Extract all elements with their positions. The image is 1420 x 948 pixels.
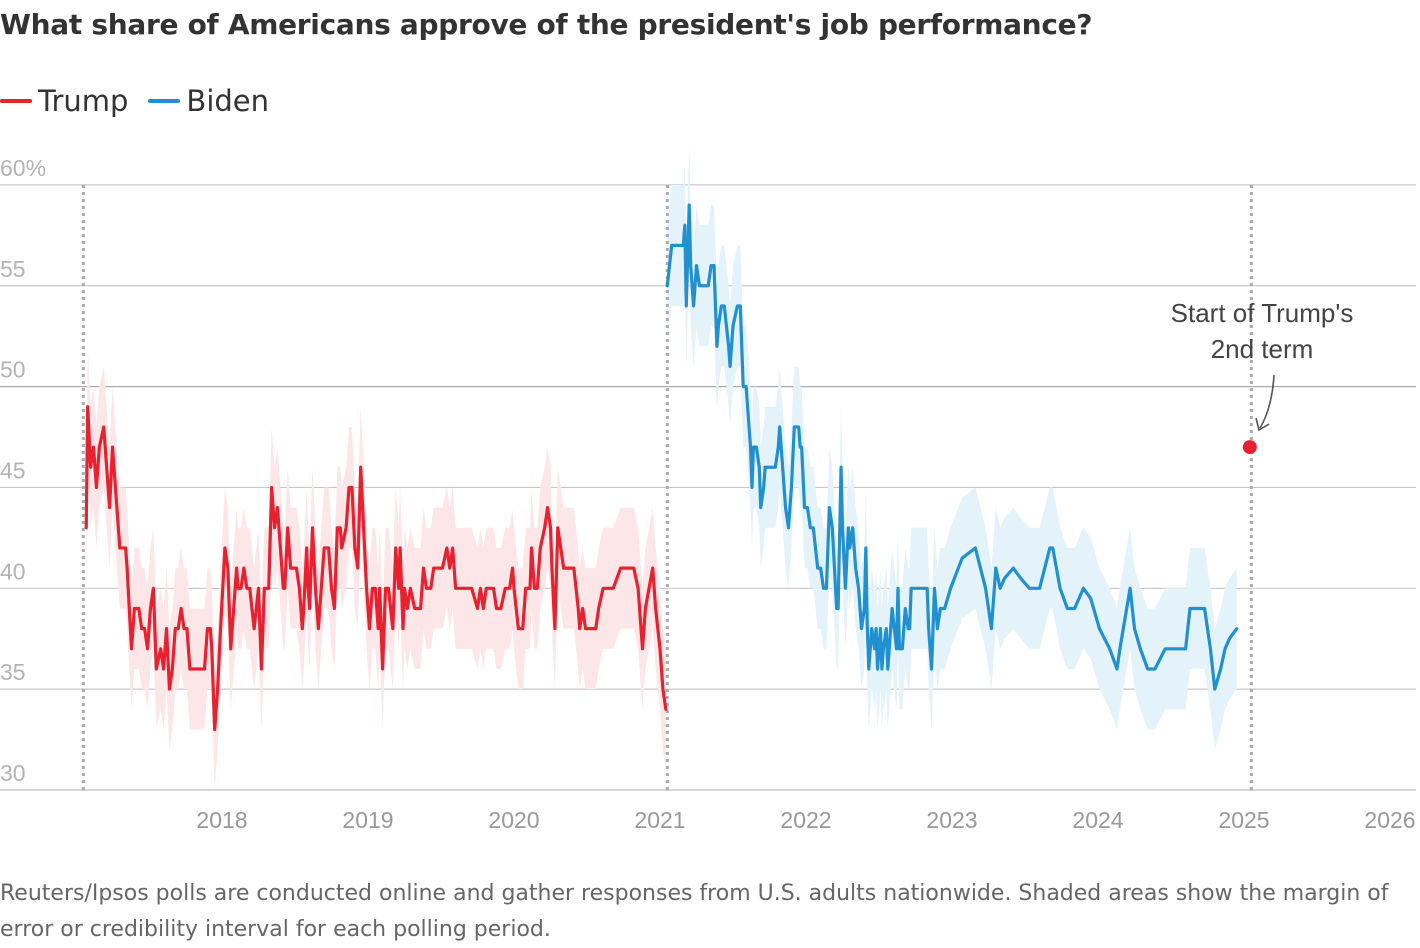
confidence-band-biden xyxy=(667,144,1237,750)
x-tick-label: 2018 xyxy=(196,807,247,833)
approval-chart: 30 35 40 45 50 55 60% 2018 2019 2020 2021 2022 2023 2… xyxy=(0,144,1416,833)
arrowhead-icon xyxy=(1255,417,1270,432)
x-tick-label: 2025 xyxy=(1218,807,1269,833)
series-line-biden xyxy=(665,203,1239,691)
y-tick-label: 40 xyxy=(0,558,26,584)
confidence-band-trump xyxy=(86,346,666,790)
x-tick-label: 2023 xyxy=(926,807,977,833)
x-tick-label: 2019 xyxy=(342,807,393,833)
trump-2nd-term-point xyxy=(1242,440,1257,455)
series-line-trump xyxy=(84,405,668,732)
legend: Trump Biden xyxy=(0,84,269,118)
legend-item-biden: Biden xyxy=(148,84,269,118)
y-tick-label: 30 xyxy=(0,760,26,786)
x-tick-label: 2022 xyxy=(780,807,831,833)
legend-label-biden: Biden xyxy=(186,84,270,118)
y-tick-label: 45 xyxy=(0,457,26,483)
footnote: Reuters/Ipsos polls are conducted online… xyxy=(0,881,1389,942)
annotation-text-line1: Start of Trump's xyxy=(1171,298,1354,328)
legend-label-trump: Trump xyxy=(38,84,129,118)
annotation-arrow-icon xyxy=(1259,374,1275,429)
legend-item-trump: Trump xyxy=(0,84,128,118)
annotation-text-line2: 2nd term xyxy=(1211,334,1314,364)
y-tick-label: 50 xyxy=(0,357,26,383)
x-tick-label: 2024 xyxy=(1072,807,1123,833)
legend-swatch-biden xyxy=(148,99,181,103)
x-tick-label: 2026 xyxy=(1364,807,1415,833)
y-tick-label: 55 xyxy=(0,256,26,282)
chart-title: What share of Americans approve of the p… xyxy=(0,8,1093,41)
y-tick-label: 35 xyxy=(0,659,26,685)
x-tick-label: 2020 xyxy=(488,807,539,833)
y-tick-label: 60% xyxy=(0,155,46,181)
legend-swatch-trump xyxy=(0,99,32,103)
x-tick-label: 2021 xyxy=(634,807,685,833)
